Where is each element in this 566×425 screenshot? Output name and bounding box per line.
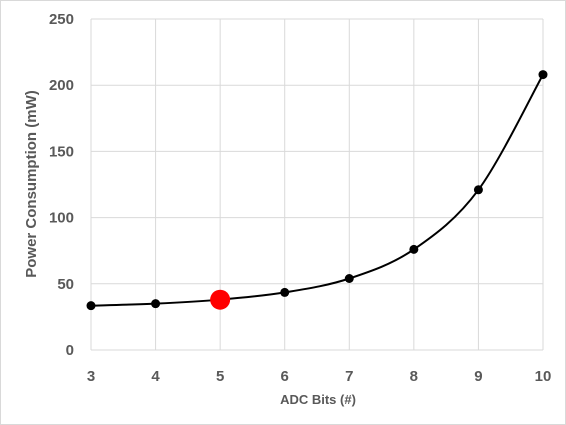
x-tick-label: 6 [281, 368, 289, 385]
x-tick-label: 8 [410, 368, 418, 385]
y-tick-label: 0 [66, 342, 74, 359]
data-point [151, 299, 161, 309]
x-tick-label: 5 [216, 368, 224, 385]
axes [90, 19, 543, 351]
data-points [86, 70, 548, 311]
highlighted-point [210, 289, 231, 310]
x-tick-label: 9 [474, 368, 482, 385]
x-tick-label: 4 [151, 368, 160, 385]
x-tick-label: 7 [345, 368, 353, 385]
data-point [344, 274, 354, 284]
x-axis-title: ADC Bits (#) [280, 392, 356, 407]
y-tick-labels: 0 50 100 150 200 250 [49, 11, 74, 359]
x-tick-label: 10 [535, 368, 552, 385]
y-tick-label: 100 [49, 210, 74, 227]
y-tick-label: 250 [49, 11, 74, 28]
y-tick-label: 200 [49, 77, 74, 94]
y-tick-label: 50 [57, 276, 74, 293]
data-point [538, 70, 548, 80]
grid-lines [91, 18, 544, 350]
x-tick-label: 3 [87, 368, 95, 385]
x-tick-labels: 3 4 5 6 7 8 9 10 [87, 368, 552, 385]
y-axis-title: Power Consumption (mW) [23, 90, 40, 278]
data-point [409, 244, 419, 254]
data-point [86, 301, 96, 311]
data-point [473, 185, 483, 195]
data-point [280, 287, 290, 297]
y-tick-label: 150 [49, 143, 74, 160]
